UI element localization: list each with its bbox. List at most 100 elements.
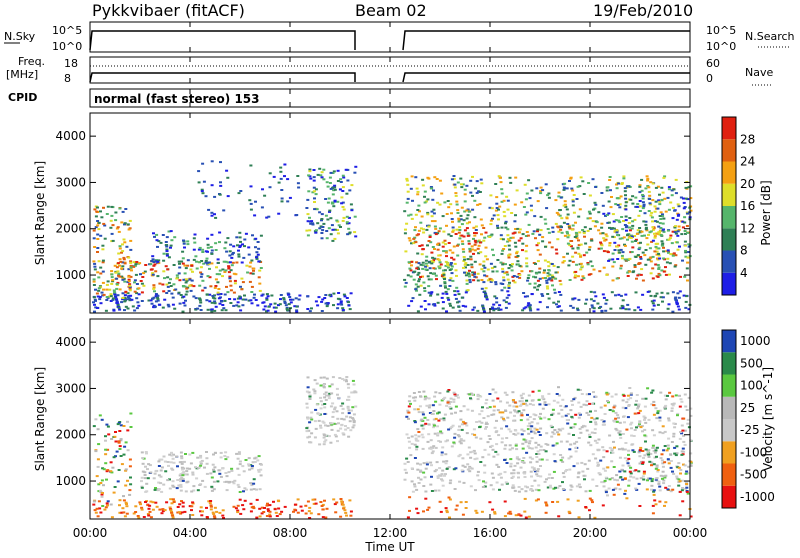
power-cell: [631, 202, 635, 205]
velocity-cell: [212, 453, 215, 456]
power-cell: [644, 249, 648, 251]
power-cell: [612, 236, 616, 239]
velocity-cell: [476, 395, 480, 398]
velocity-cell: [118, 504, 121, 507]
power-cell: [120, 251, 123, 254]
power-cell: [135, 283, 139, 285]
power-cell: [600, 222, 604, 225]
power-cell: [636, 205, 640, 208]
velocity-cell: [588, 402, 592, 405]
power-cell: [641, 293, 645, 296]
velocity-cell: [212, 470, 216, 473]
velocity-cell: [673, 452, 677, 455]
power-cell: [647, 186, 651, 189]
power-cell: [312, 169, 316, 171]
power-cell: [150, 302, 154, 305]
power-cell: [562, 188, 566, 191]
velocity-cell: [606, 494, 609, 497]
velocity-cell: [520, 488, 524, 491]
power-cell: [201, 251, 205, 253]
date-title: 19/Feb/2010: [593, 1, 693, 20]
velocity-cell: [423, 398, 427, 401]
velocity-cell: [638, 462, 642, 465]
power-cell: [639, 241, 642, 244]
velocity-cell: [129, 412, 133, 415]
velocity-cell: [548, 484, 552, 487]
velocity-cell: [586, 467, 590, 470]
power-cell: [496, 224, 499, 227]
power-cell: [154, 293, 158, 295]
power-cell: [620, 183, 624, 185]
velocity-cell: [557, 386, 560, 389]
power-cell: [153, 263, 157, 266]
power-cell: [433, 248, 436, 250]
velocity-cell: [349, 429, 353, 432]
velocity-cell: [205, 451, 208, 453]
power-cell: [601, 232, 605, 235]
power-cell: [640, 189, 644, 192]
power-cell: [291, 298, 295, 301]
power-cell: [325, 181, 329, 184]
power-cell: [652, 304, 656, 307]
velocity-cell: [517, 513, 521, 516]
power-cell: [201, 162, 205, 165]
power-cell: [614, 219, 618, 222]
velocity-cell: [324, 516, 328, 519]
power-cell: [193, 241, 197, 244]
power-cell: [546, 306, 549, 309]
power-cell: [608, 244, 612, 247]
velocity-cell: [528, 416, 532, 418]
velocity-cell: [321, 508, 325, 511]
power-cell: [206, 261, 209, 264]
power-cell: [114, 211, 118, 214]
power-cell: [677, 308, 681, 311]
velocity-cell: [684, 405, 688, 408]
power-cell: [503, 215, 507, 218]
power-cell: [444, 250, 448, 253]
velocity-cell: [539, 412, 542, 415]
power-cell: [501, 263, 505, 266]
velocity-colorbar-segment: [722, 374, 736, 397]
power-cell: [499, 261, 503, 264]
velocity-cell: [460, 423, 464, 426]
velocity-cell: [546, 443, 550, 446]
velocity-cell: [280, 510, 284, 513]
power-cell: [651, 267, 655, 270]
velocity-cell: [238, 463, 242, 466]
power-cell: [111, 298, 115, 301]
power-cell: [429, 294, 433, 297]
power-cell: [617, 219, 621, 222]
power-cell: [200, 260, 204, 262]
velocity-cell: [595, 441, 599, 444]
velocity-cell: [657, 480, 661, 483]
velocity-cell: [463, 465, 467, 468]
power-cell: [585, 251, 589, 254]
power-cell: [426, 213, 430, 216]
power-cell: [479, 218, 483, 221]
velocity-cell: [436, 412, 439, 415]
velocity-cell: [439, 417, 443, 420]
velocity-cell: [116, 480, 120, 483]
freq-panel: Freq. [MHz] 18 8 60 0 Nave: [6, 55, 773, 86]
power-cell: [195, 267, 199, 270]
power-cell: [118, 207, 122, 210]
velocity-cell: [641, 461, 645, 464]
power-cell: [449, 235, 453, 237]
power-cell: [454, 233, 458, 235]
velocity-cell: [344, 511, 348, 514]
velocity-cell: [342, 433, 346, 436]
power-cell: [633, 266, 637, 268]
velocity-cell: [580, 426, 584, 429]
velocity-cell: [497, 434, 501, 437]
power-cell: [661, 229, 665, 232]
velocity-cell: [112, 456, 116, 459]
power-cell: [115, 266, 119, 269]
power-cell: [637, 263, 641, 265]
velocity-cell: [591, 478, 595, 481]
power-cell: [443, 280, 447, 283]
power-cell: [571, 260, 575, 263]
velocity-cell: [317, 413, 321, 415]
power-cell: [199, 266, 203, 269]
velocity-cell: [629, 392, 633, 395]
velocity-cell: [323, 393, 326, 396]
